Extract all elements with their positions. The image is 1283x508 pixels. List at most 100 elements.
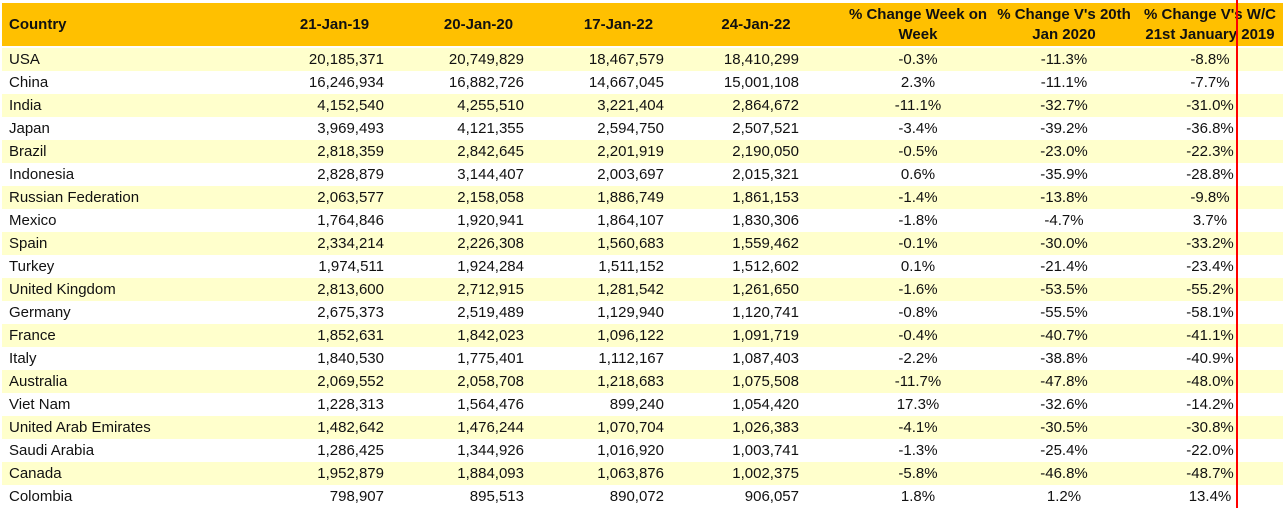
table-row: United Arab Emirates 1,482,642 1,476,244 1,… [2,416,1283,439]
cell-pct-week-on-week: -5.8% [845,462,991,485]
cell-20-jan-20: 20,749,829 [430,47,570,71]
cell-pct-vs-20-jan-2020: -55.5% [991,301,1137,324]
cell-20-jan-20: 2,226,308 [430,232,570,255]
cell-pct-vs-20-jan-2020: -39.2% [991,117,1137,140]
cell-21-jan-19: 1,952,879 [282,462,430,485]
cell-17-jan-22: 1,218,683 [570,370,710,393]
cell-24-jan-22: 1,512,602 [710,255,845,278]
cell-20-jan-20: 2,058,708 [430,370,570,393]
cell-20-jan-20: 4,121,355 [430,117,570,140]
col-header-country: Country [2,3,282,48]
cell-pct-week-on-week: 1.8% [845,485,991,508]
cell-21-jan-19: 2,063,577 [282,186,430,209]
cell-pct-vs-wc-21-jan-2019: -9.8% [1137,186,1283,209]
table-row: Brazil 2,818,359 2,842,645 2,201,919 2,190,0… [2,140,1283,163]
cell-24-jan-22: 18,410,299 [710,47,845,71]
cell-24-jan-22: 1,830,306 [710,209,845,232]
col-header-24-jan-22: 24-Jan-22 [710,3,845,48]
cell-24-jan-22: 1,002,375 [710,462,845,485]
cell-pct-week-on-week: -2.2% [845,347,991,370]
table-row: Germany 2,675,373 2,519,489 1,129,940 1,120,… [2,301,1283,324]
cell-17-jan-22: 899,240 [570,393,710,416]
cell-24-jan-22: 2,507,521 [710,117,845,140]
cell-pct-week-on-week: -0.5% [845,140,991,163]
table-row: USA 20,185,371 20,749,829 18,467,579 18,410,… [2,47,1283,71]
cell-pct-vs-wc-21-jan-2019: -33.2% [1137,232,1283,255]
cell-pct-week-on-week: -3.4% [845,117,991,140]
cell-pct-week-on-week: -1.4% [845,186,991,209]
cell-pct-week-on-week: -4.1% [845,416,991,439]
cell-pct-vs-20-jan-2020: -47.8% [991,370,1137,393]
cell-21-jan-19: 20,185,371 [282,47,430,71]
table-row: India 4,152,540 4,255,510 3,221,404 2,864,67… [2,94,1283,117]
cell-pct-week-on-week: -1.6% [845,278,991,301]
cell-20-jan-20: 1,344,926 [430,439,570,462]
cell-24-jan-22: 15,001,108 [710,71,845,94]
table-row: Spain 2,334,214 2,226,308 1,560,683 1,559,46… [2,232,1283,255]
cell-pct-vs-20-jan-2020: -35.9% [991,163,1137,186]
cell-24-jan-22: 2,190,050 [710,140,845,163]
cell-24-jan-22: 1,054,420 [710,393,845,416]
cell-pct-vs-wc-21-jan-2019: -40.9% [1137,347,1283,370]
cell-24-jan-22: 1,120,741 [710,301,845,324]
cell-20-jan-20: 1,842,023 [430,324,570,347]
table-row: France 1,852,631 1,842,023 1,096,122 1,091,7… [2,324,1283,347]
cell-17-jan-22: 18,467,579 [570,47,710,71]
cell-17-jan-22: 1,281,542 [570,278,710,301]
table-row: Canada 1,952,879 1,884,093 1,063,876 1,002,3… [2,462,1283,485]
cell-24-jan-22: 1,087,403 [710,347,845,370]
cell-country: India [2,94,282,117]
cell-pct-vs-20-jan-2020: -38.8% [991,347,1137,370]
cell-country: USA [2,47,282,71]
col-header-17-jan-22: 17-Jan-22 [570,3,710,48]
cell-20-jan-20: 895,513 [430,485,570,508]
table-row: Indonesia 2,828,879 3,144,407 2,003,697 2,01… [2,163,1283,186]
cell-pct-week-on-week: -0.8% [845,301,991,324]
table-row: Colombia 798,907 895,513 890,072 906,057 1.8%… [2,485,1283,508]
cell-pct-week-on-week: -1.8% [845,209,991,232]
cell-17-jan-22: 890,072 [570,485,710,508]
cell-country: Colombia [2,485,282,508]
table-row: China 16,246,934 16,882,726 14,667,045 15,00… [2,71,1283,94]
cell-pct-vs-wc-21-jan-2019: -22.0% [1137,439,1283,462]
table-body: USA 20,185,371 20,749,829 18,467,579 18,410,… [2,47,1283,508]
cell-20-jan-20: 2,158,058 [430,186,570,209]
cell-pct-week-on-week: -0.4% [845,324,991,347]
cell-pct-vs-20-jan-2020: -53.5% [991,278,1137,301]
cell-21-jan-19: 16,246,934 [282,71,430,94]
cell-pct-vs-20-jan-2020: -11.1% [991,71,1137,94]
cell-country: Russian Federation [2,186,282,209]
cell-24-jan-22: 1,861,153 [710,186,845,209]
table-row: Turkey 1,974,511 1,924,284 1,511,152 1,512,6… [2,255,1283,278]
cell-20-jan-20: 1,476,244 [430,416,570,439]
cell-pct-week-on-week: 0.1% [845,255,991,278]
cell-17-jan-22: 3,221,404 [570,94,710,117]
cell-country: Spain [2,232,282,255]
cell-pct-vs-wc-21-jan-2019: -7.7% [1137,71,1283,94]
cell-17-jan-22: 1,070,704 [570,416,710,439]
cell-pct-week-on-week: -11.7% [845,370,991,393]
cell-17-jan-22: 1,016,920 [570,439,710,462]
cell-country: Turkey [2,255,282,278]
cell-pct-vs-20-jan-2020: -30.0% [991,232,1137,255]
cell-20-jan-20: 1,564,476 [430,393,570,416]
cell-24-jan-22: 906,057 [710,485,845,508]
cell-17-jan-22: 1,129,940 [570,301,710,324]
cell-pct-vs-20-jan-2020: -46.8% [991,462,1137,485]
cell-17-jan-22: 1,560,683 [570,232,710,255]
cell-pct-week-on-week: 0.6% [845,163,991,186]
cell-20-jan-20: 1,884,093 [430,462,570,485]
cell-21-jan-19: 2,828,879 [282,163,430,186]
cell-pct-vs-wc-21-jan-2019: -36.8% [1137,117,1283,140]
cell-21-jan-19: 798,907 [282,485,430,508]
col-header-21-jan-19: 21-Jan-19 [282,3,430,48]
cell-pct-vs-20-jan-2020: -4.7% [991,209,1137,232]
cell-24-jan-22: 1,261,650 [710,278,845,301]
cell-pct-week-on-week: -0.3% [845,47,991,71]
cell-24-jan-22: 1,026,383 [710,416,845,439]
cell-17-jan-22: 1,511,152 [570,255,710,278]
cell-country: Saudi Arabia [2,439,282,462]
cell-country: United Kingdom [2,278,282,301]
cell-pct-week-on-week: -0.1% [845,232,991,255]
